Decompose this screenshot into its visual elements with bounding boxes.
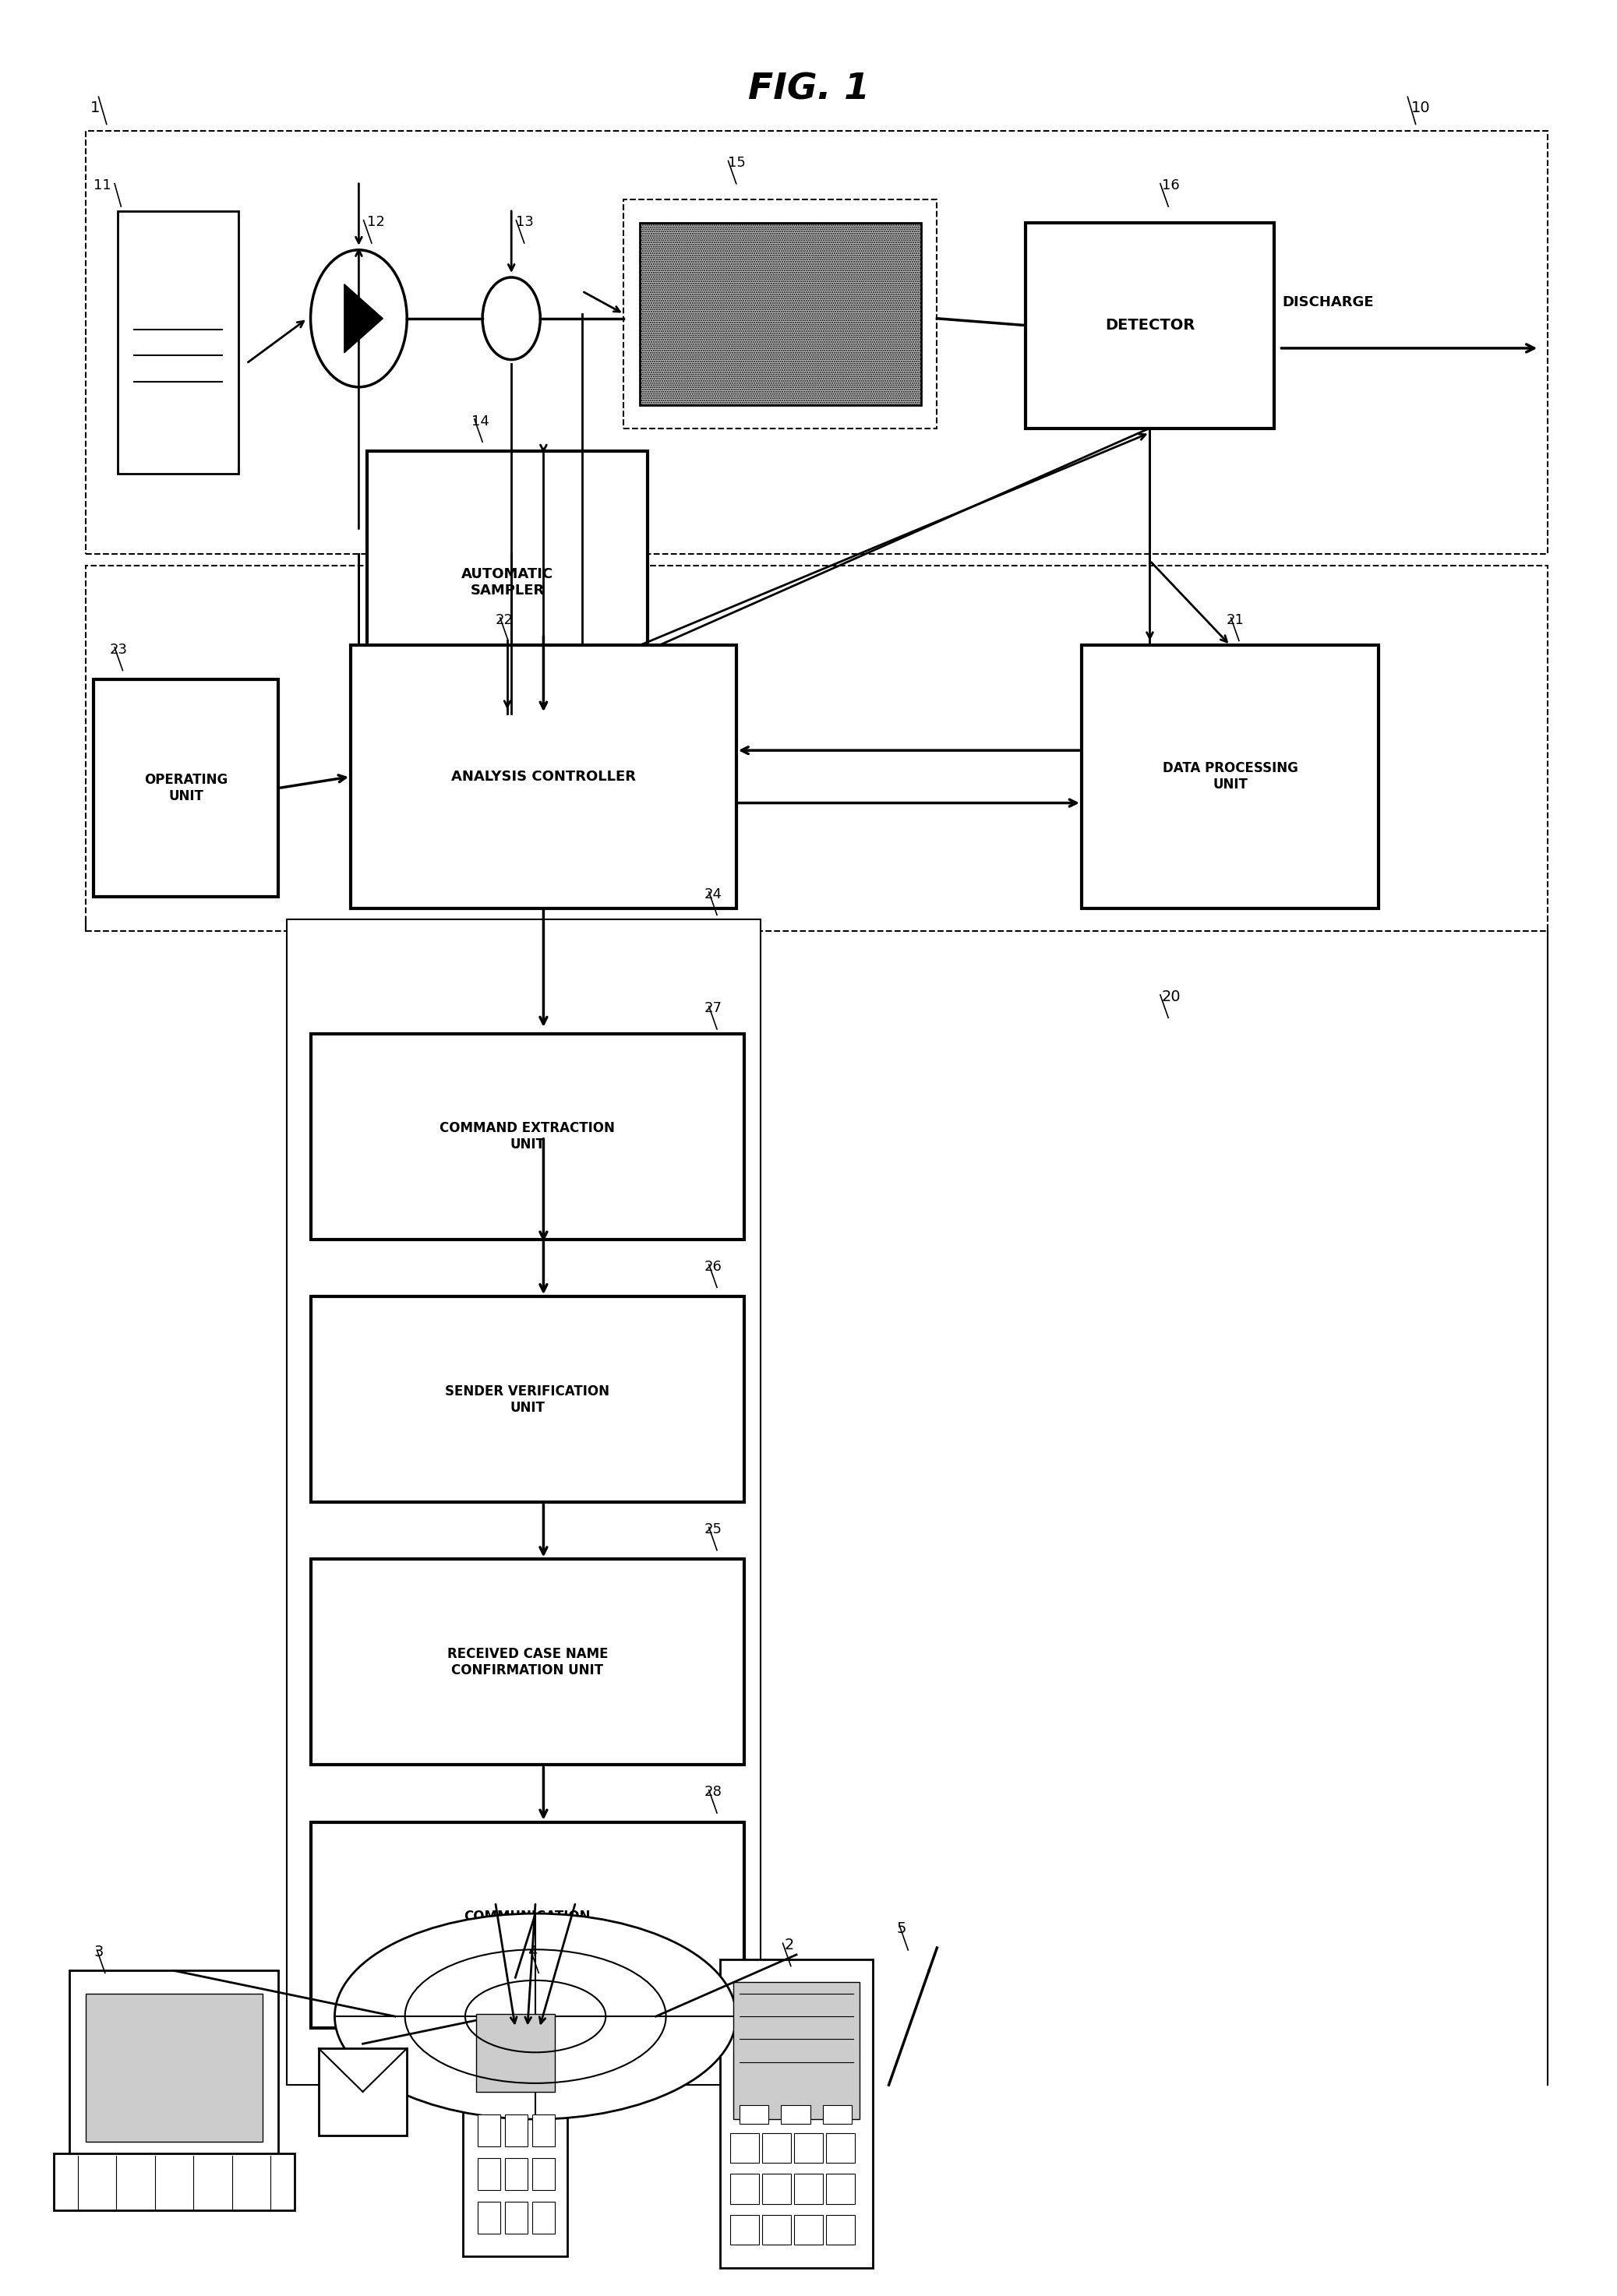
Text: OPERATING
UNIT: OPERATING UNIT: [144, 774, 228, 804]
Text: RECEIVED CASE NAME
CONFIRMATION UNIT: RECEIVED CASE NAME CONFIRMATION UNIT: [446, 1646, 608, 1678]
FancyBboxPatch shape: [319, 2048, 407, 2135]
Text: 23: 23: [110, 643, 128, 657]
FancyBboxPatch shape: [475, 2014, 555, 2092]
Text: COMMAND EXTRACTION
UNIT: COMMAND EXTRACTION UNIT: [440, 1120, 614, 1153]
FancyBboxPatch shape: [86, 131, 1547, 553]
Text: FIG. 1: FIG. 1: [747, 73, 870, 108]
Text: 26: 26: [703, 1261, 721, 1274]
FancyBboxPatch shape: [351, 645, 736, 907]
FancyBboxPatch shape: [310, 1823, 744, 2027]
FancyBboxPatch shape: [286, 918, 760, 2085]
FancyBboxPatch shape: [781, 2105, 810, 2124]
FancyBboxPatch shape: [720, 1958, 873, 2268]
Text: 24: 24: [703, 886, 723, 902]
FancyBboxPatch shape: [86, 1993, 262, 2142]
Text: 5: 5: [897, 1922, 907, 1936]
FancyBboxPatch shape: [729, 2216, 758, 2245]
FancyBboxPatch shape: [505, 2115, 527, 2147]
Text: 21: 21: [1226, 613, 1243, 627]
FancyBboxPatch shape: [477, 2115, 500, 2147]
FancyBboxPatch shape: [532, 2202, 555, 2234]
Text: 11: 11: [94, 179, 112, 193]
FancyBboxPatch shape: [477, 2158, 500, 2190]
FancyBboxPatch shape: [505, 2202, 527, 2234]
Text: 28: 28: [703, 1786, 721, 1800]
FancyBboxPatch shape: [794, 2133, 823, 2163]
Text: COMMUNICATION
CONTROLLER: COMMUNICATION CONTROLLER: [464, 1910, 590, 1940]
FancyBboxPatch shape: [823, 2105, 852, 2124]
FancyBboxPatch shape: [1025, 223, 1274, 427]
Text: 2: 2: [784, 1938, 794, 1952]
Text: 20: 20: [1163, 990, 1180, 1003]
FancyBboxPatch shape: [477, 2202, 500, 2234]
Text: DETECTOR: DETECTOR: [1104, 317, 1195, 333]
FancyBboxPatch shape: [729, 2174, 758, 2204]
Text: 27: 27: [703, 1001, 723, 1015]
FancyBboxPatch shape: [794, 2174, 823, 2204]
FancyBboxPatch shape: [826, 2174, 855, 2204]
Text: 12: 12: [367, 216, 385, 230]
FancyBboxPatch shape: [532, 2115, 555, 2147]
Text: AUTOMATIC
SAMPLER: AUTOMATIC SAMPLER: [461, 567, 553, 597]
Text: 3: 3: [94, 1945, 103, 1958]
FancyBboxPatch shape: [310, 1559, 744, 1766]
Polygon shape: [344, 285, 383, 354]
FancyBboxPatch shape: [70, 1970, 278, 2165]
FancyBboxPatch shape: [762, 2133, 791, 2163]
FancyBboxPatch shape: [505, 2158, 527, 2190]
FancyBboxPatch shape: [1082, 645, 1379, 907]
FancyBboxPatch shape: [826, 2216, 855, 2245]
FancyBboxPatch shape: [729, 2133, 758, 2163]
FancyBboxPatch shape: [794, 2216, 823, 2245]
FancyBboxPatch shape: [310, 1033, 744, 1240]
Text: 10: 10: [1410, 101, 1429, 115]
FancyBboxPatch shape: [94, 680, 278, 898]
FancyBboxPatch shape: [462, 1981, 568, 2257]
FancyBboxPatch shape: [53, 2154, 294, 2211]
FancyBboxPatch shape: [86, 565, 1547, 930]
Text: 16: 16: [1163, 179, 1179, 193]
Text: 22: 22: [495, 613, 513, 627]
Text: 1: 1: [91, 101, 100, 115]
Text: 15: 15: [728, 156, 745, 170]
FancyBboxPatch shape: [762, 2174, 791, 2204]
FancyBboxPatch shape: [624, 200, 936, 427]
Text: DATA PROCESSING
UNIT: DATA PROCESSING UNIT: [1163, 762, 1298, 792]
Text: 4: 4: [527, 1945, 537, 1958]
Text: 25: 25: [703, 1522, 723, 1536]
FancyBboxPatch shape: [532, 2158, 555, 2190]
FancyBboxPatch shape: [640, 223, 922, 406]
Text: SENDER VERIFICATION
UNIT: SENDER VERIFICATION UNIT: [445, 1384, 610, 1414]
FancyBboxPatch shape: [739, 2105, 768, 2124]
Text: 13: 13: [516, 216, 534, 230]
Text: 14: 14: [471, 413, 488, 427]
FancyBboxPatch shape: [367, 450, 648, 714]
FancyBboxPatch shape: [762, 2216, 791, 2245]
Text: DISCHARGE: DISCHARGE: [1282, 296, 1374, 310]
FancyBboxPatch shape: [826, 2133, 855, 2163]
FancyBboxPatch shape: [733, 1981, 860, 2119]
Ellipse shape: [335, 1913, 736, 2119]
FancyBboxPatch shape: [118, 211, 238, 473]
Text: ANALYSIS CONTROLLER: ANALYSIS CONTROLLER: [451, 769, 635, 783]
FancyBboxPatch shape: [310, 1297, 744, 1502]
